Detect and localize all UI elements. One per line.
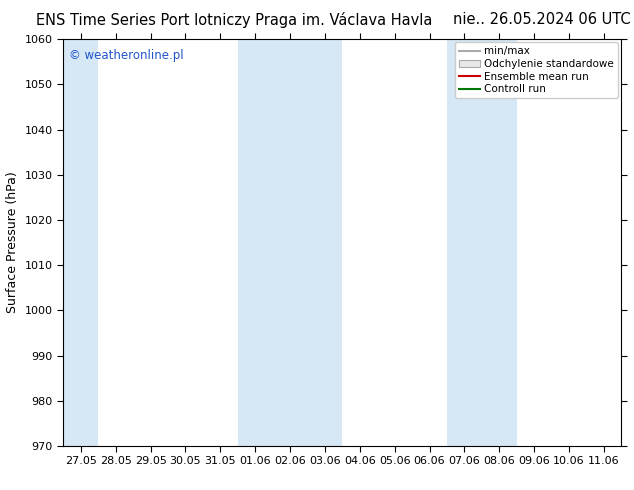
Bar <box>447 39 482 446</box>
Text: ENS Time Series Port lotniczy Praga im. Václava Havla: ENS Time Series Port lotniczy Praga im. … <box>36 12 433 28</box>
Bar <box>238 39 273 446</box>
Text: nie.. 26.05.2024 06 UTC: nie.. 26.05.2024 06 UTC <box>453 12 631 27</box>
Y-axis label: Surface Pressure (hPa): Surface Pressure (hPa) <box>6 172 19 314</box>
Bar <box>482 39 517 446</box>
Text: © weatheronline.pl: © weatheronline.pl <box>69 49 184 62</box>
Legend: min/max, Odchylenie standardowe, Ensemble mean run, Controll run: min/max, Odchylenie standardowe, Ensembl… <box>455 42 618 98</box>
Bar <box>273 39 307 446</box>
Bar <box>63 39 98 446</box>
Bar <box>307 39 342 446</box>
